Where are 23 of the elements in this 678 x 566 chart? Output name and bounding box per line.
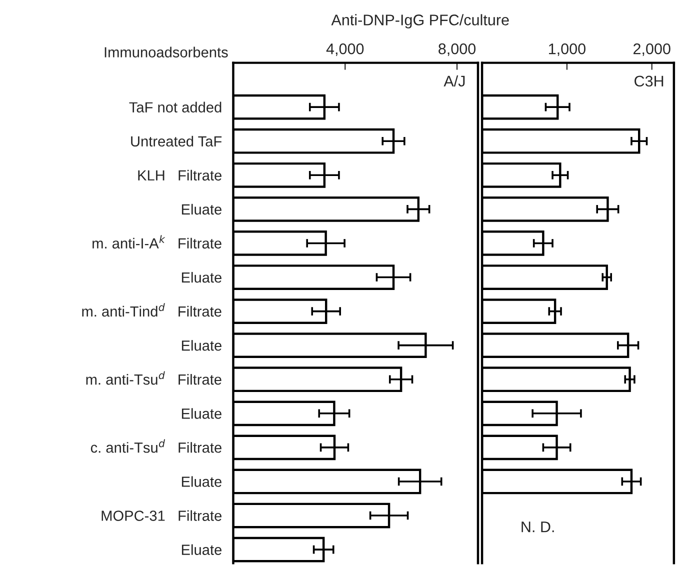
category-label: m. anti-Tind$^{d}$ Filtrate [82, 303, 222, 317]
category-label: c. anti-Tsu$^{d}$ Filtrate [90, 439, 222, 453]
category-label: m. anti-Tsu$^{d}$ Filtrate [86, 371, 222, 385]
x-tick-label: 4,000 [326, 43, 364, 56]
y-tick-label: Eluate [182, 476, 222, 487]
y-tick-label: MOPC-31 Filtrate [102, 510, 222, 521]
y-tick-label: Eluate [182, 408, 222, 419]
y-tick-label: Eluate [182, 272, 222, 283]
y-tick-label: Eluate [182, 204, 222, 215]
y-tick-label: KLH Filtrate [138, 170, 222, 181]
y-tick-label: Untreated TaF [131, 136, 222, 147]
y-tick-label: TaF not added [129, 102, 222, 112]
y-axis-title: Immunoadsorbents [104, 46, 228, 58]
text: C3H [634, 76, 664, 87]
x-tick-label: 1,000 [549, 43, 586, 56]
x-axis-title: Anti-DNP-IgG PFC/culture [331, 14, 509, 28]
category-label: m. anti-I-A$^{k}$ Filtrate [92, 235, 222, 249]
y-tick-label: Eluate [182, 340, 222, 351]
annotation: N. D. [522, 522, 554, 532]
x-tick-label: 2,000 [634, 43, 670, 56]
y-tick-label: Eluate [182, 544, 222, 555]
text: A/J [444, 75, 465, 87]
x-tick-label: 8,000 [438, 43, 476, 56]
